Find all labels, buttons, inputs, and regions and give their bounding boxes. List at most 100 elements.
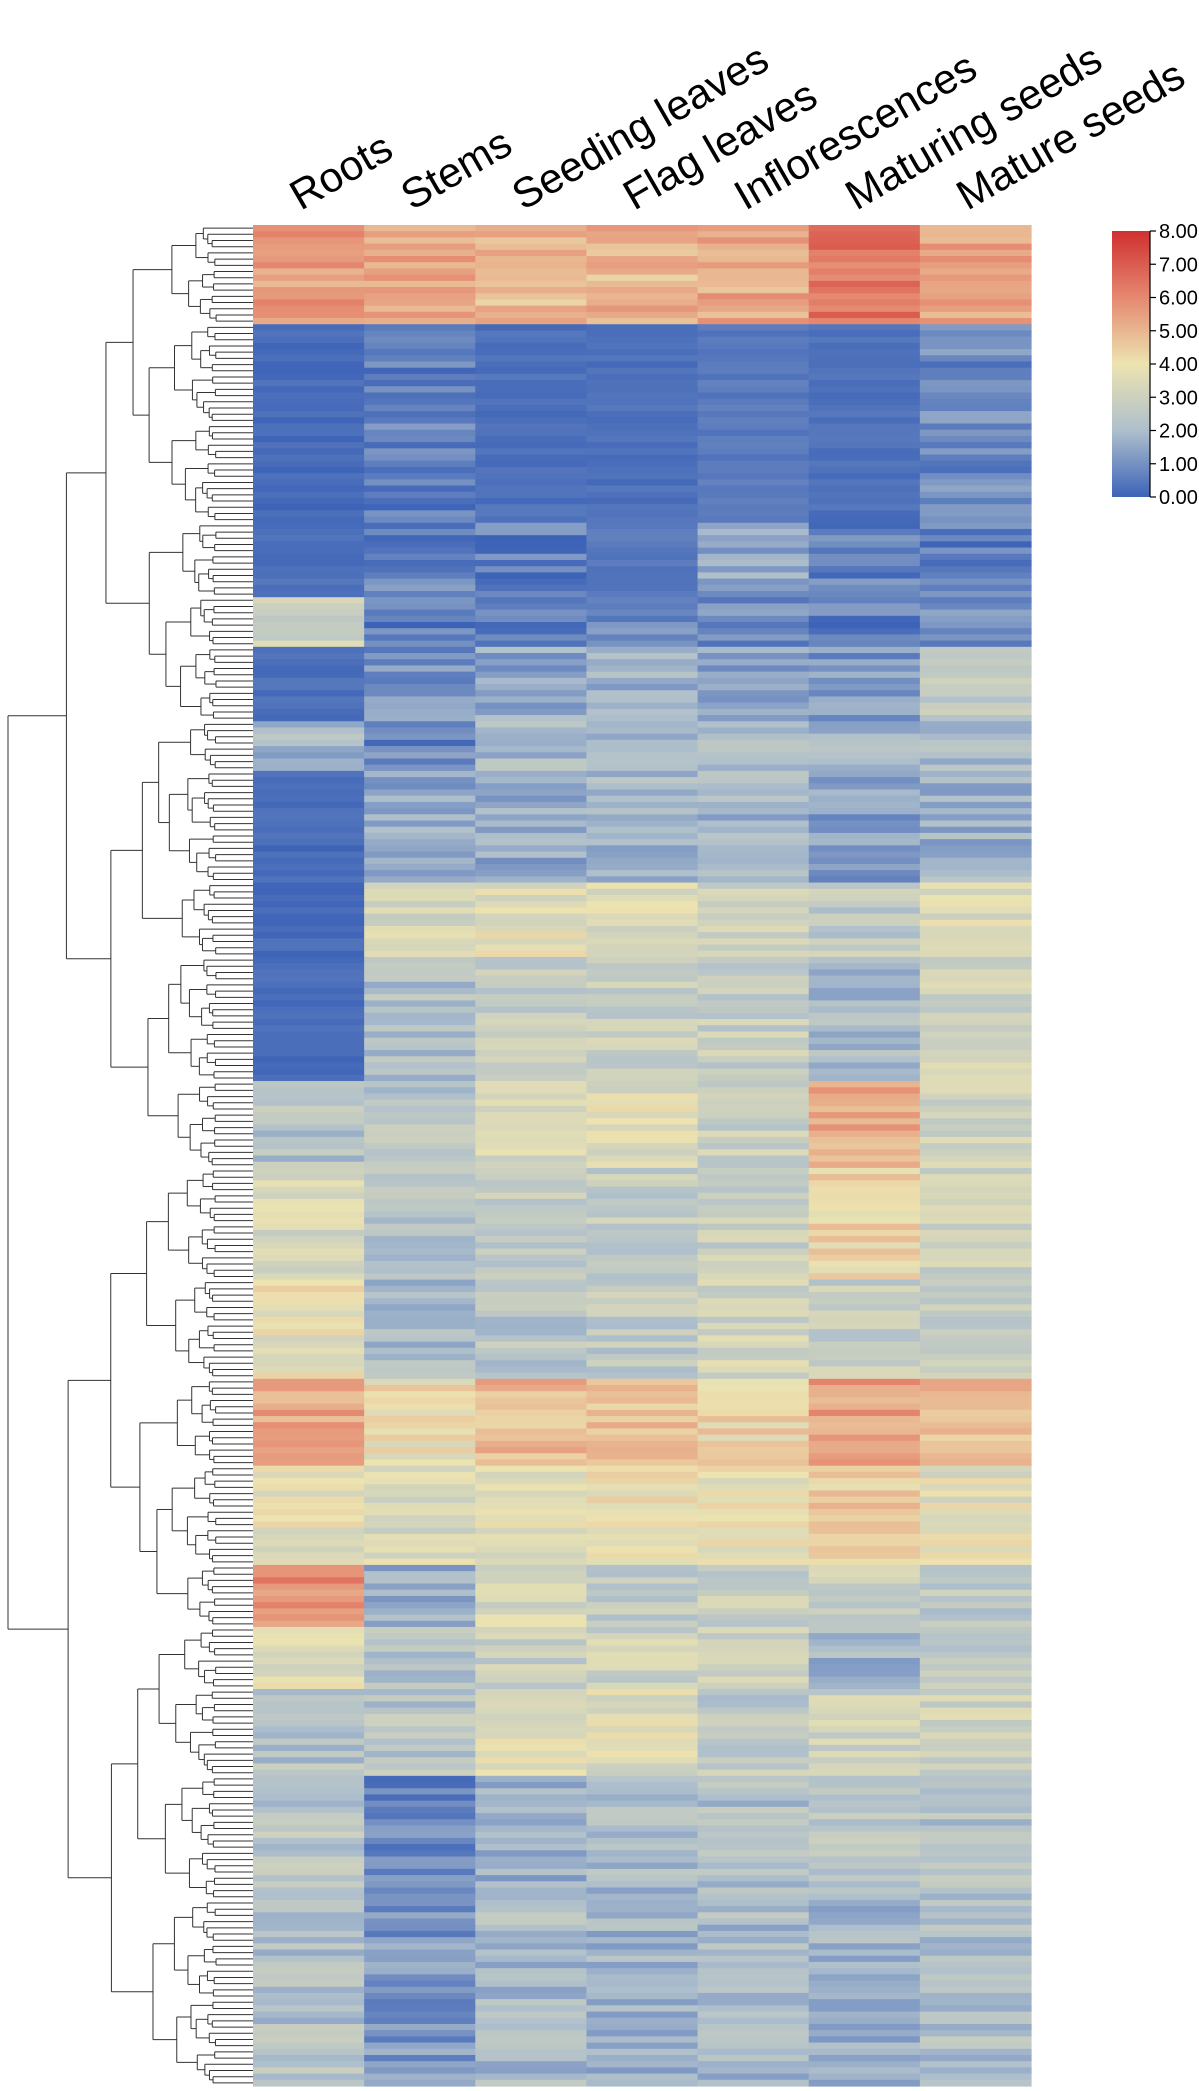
heatmap-cell <box>697 1279 810 1287</box>
heatmap-cell <box>364 702 476 710</box>
heatmap-cell <box>586 969 699 977</box>
heatmap-cell <box>808 1242 921 1250</box>
heatmap-cell <box>253 1850 365 1858</box>
heatmap-cell <box>919 535 1032 542</box>
heatmap-cell <box>253 1409 365 1417</box>
heatmap-cell <box>253 2048 365 2056</box>
heatmap-cell <box>697 2030 810 2037</box>
heatmap-cell <box>808 566 921 573</box>
heatmap-cell <box>475 516 588 524</box>
heatmap-cell <box>919 1136 1032 1144</box>
heatmap-cell <box>919 2030 1032 2037</box>
heatmap-cell <box>808 826 921 834</box>
heatmap-cell <box>808 1360 921 1368</box>
heatmap-cell <box>364 1589 476 1597</box>
heatmap-cell <box>253 1738 365 1746</box>
heatmap-cell <box>586 1769 699 1777</box>
heatmap-cell <box>364 653 476 660</box>
heatmap-cell <box>808 932 921 939</box>
heatmap-cell <box>253 1428 365 1436</box>
heatmap-cell <box>586 1304 699 1312</box>
heatmap-cell <box>697 1502 810 1510</box>
heatmap-cell <box>253 795 365 803</box>
heatmap-cell <box>253 1577 365 1585</box>
heatmap-cell <box>253 1999 365 2006</box>
heatmap-cell <box>475 1006 588 1014</box>
heatmap-cell <box>253 1682 365 1690</box>
heatmap-cell <box>586 1279 699 1287</box>
heatmap-cell <box>586 1918 699 1926</box>
heatmap-cell <box>919 1025 1032 1033</box>
heatmap-cell <box>808 851 921 859</box>
heatmap-cell <box>364 423 476 431</box>
heatmap-cell <box>364 994 476 1002</box>
heatmap-cell <box>475 1875 588 1882</box>
heatmap-cell <box>808 1335 921 1343</box>
heatmap-cell <box>697 727 810 735</box>
heatmap-cell <box>697 1229 810 1237</box>
heatmap-cell <box>364 1149 476 1157</box>
heatmap-cell <box>808 1385 921 1392</box>
heatmap-cell <box>919 1068 1032 1076</box>
heatmap-cell <box>475 1428 588 1436</box>
heatmap-cell <box>697 1552 810 1560</box>
heatmap-cell <box>808 1434 921 1442</box>
heatmap-cell <box>808 1019 921 1026</box>
heatmap-cell <box>808 1254 921 1262</box>
heatmap-cell <box>697 913 810 921</box>
heatmap-cell <box>364 2048 476 2056</box>
heatmap-cell <box>475 1930 588 1938</box>
heatmap-cell <box>808 1564 921 1572</box>
heatmap-cell <box>586 392 699 400</box>
heatmap-cell <box>697 1738 810 1746</box>
heatmap-cell <box>808 1428 921 1436</box>
heatmap-cell <box>919 528 1032 536</box>
heatmap-cell <box>808 1583 921 1591</box>
heatmap-cell <box>697 1019 810 1026</box>
heatmap-cell <box>697 702 810 710</box>
heatmap-cell <box>586 2048 699 2056</box>
heatmap-cell <box>253 404 365 412</box>
heatmap-cell <box>475 1025 588 1033</box>
heatmap-cell <box>808 888 921 896</box>
heatmap-cell <box>475 280 588 288</box>
heatmap-cell <box>364 1229 476 1237</box>
heatmap-cell <box>919 2017 1032 2025</box>
heatmap-cell <box>364 442 476 449</box>
heatmap-cell <box>919 1043 1032 1051</box>
heatmap-cell <box>475 1794 588 1802</box>
heatmap-cell <box>364 634 476 642</box>
heatmap-cell <box>697 1372 810 1380</box>
heatmap-cell <box>364 1992 476 2000</box>
heatmap-cell <box>697 2073 810 2081</box>
heatmap-cell <box>808 541 921 549</box>
heatmap-cell <box>364 665 476 673</box>
heatmap-cell <box>586 1831 699 1839</box>
heatmap-cell <box>586 1850 699 1858</box>
heatmap-cell <box>475 243 588 251</box>
heatmap-cell <box>475 1726 588 1734</box>
heatmap-cell <box>919 1229 1032 1237</box>
heatmap-cell <box>808 491 921 499</box>
heatmap-cell <box>364 1130 476 1138</box>
heatmap-cell <box>253 1050 365 1057</box>
heatmap-cell <box>697 485 810 493</box>
heatmap-cell <box>808 1192 921 1200</box>
heatmap-cell <box>808 628 921 636</box>
heatmap-cell <box>697 268 810 276</box>
heatmap-cell <box>808 1912 921 1920</box>
heatmap-cell <box>808 597 921 604</box>
heatmap-cell <box>586 1198 699 1206</box>
heatmap-cell <box>808 1788 921 1796</box>
heatmap-cell <box>586 1626 699 1634</box>
heatmap-cell <box>808 609 921 617</box>
heatmap-cell <box>364 1546 476 1554</box>
heatmap-cell <box>364 876 476 884</box>
heatmap-cell <box>919 783 1032 791</box>
heatmap-cell <box>253 1099 365 1107</box>
heatmap-cell <box>253 485 365 493</box>
heatmap-cell <box>364 609 476 617</box>
heatmap-cell <box>475 1205 588 1212</box>
heatmap-cell <box>475 1081 588 1088</box>
heatmap-cell <box>697 1688 810 1696</box>
